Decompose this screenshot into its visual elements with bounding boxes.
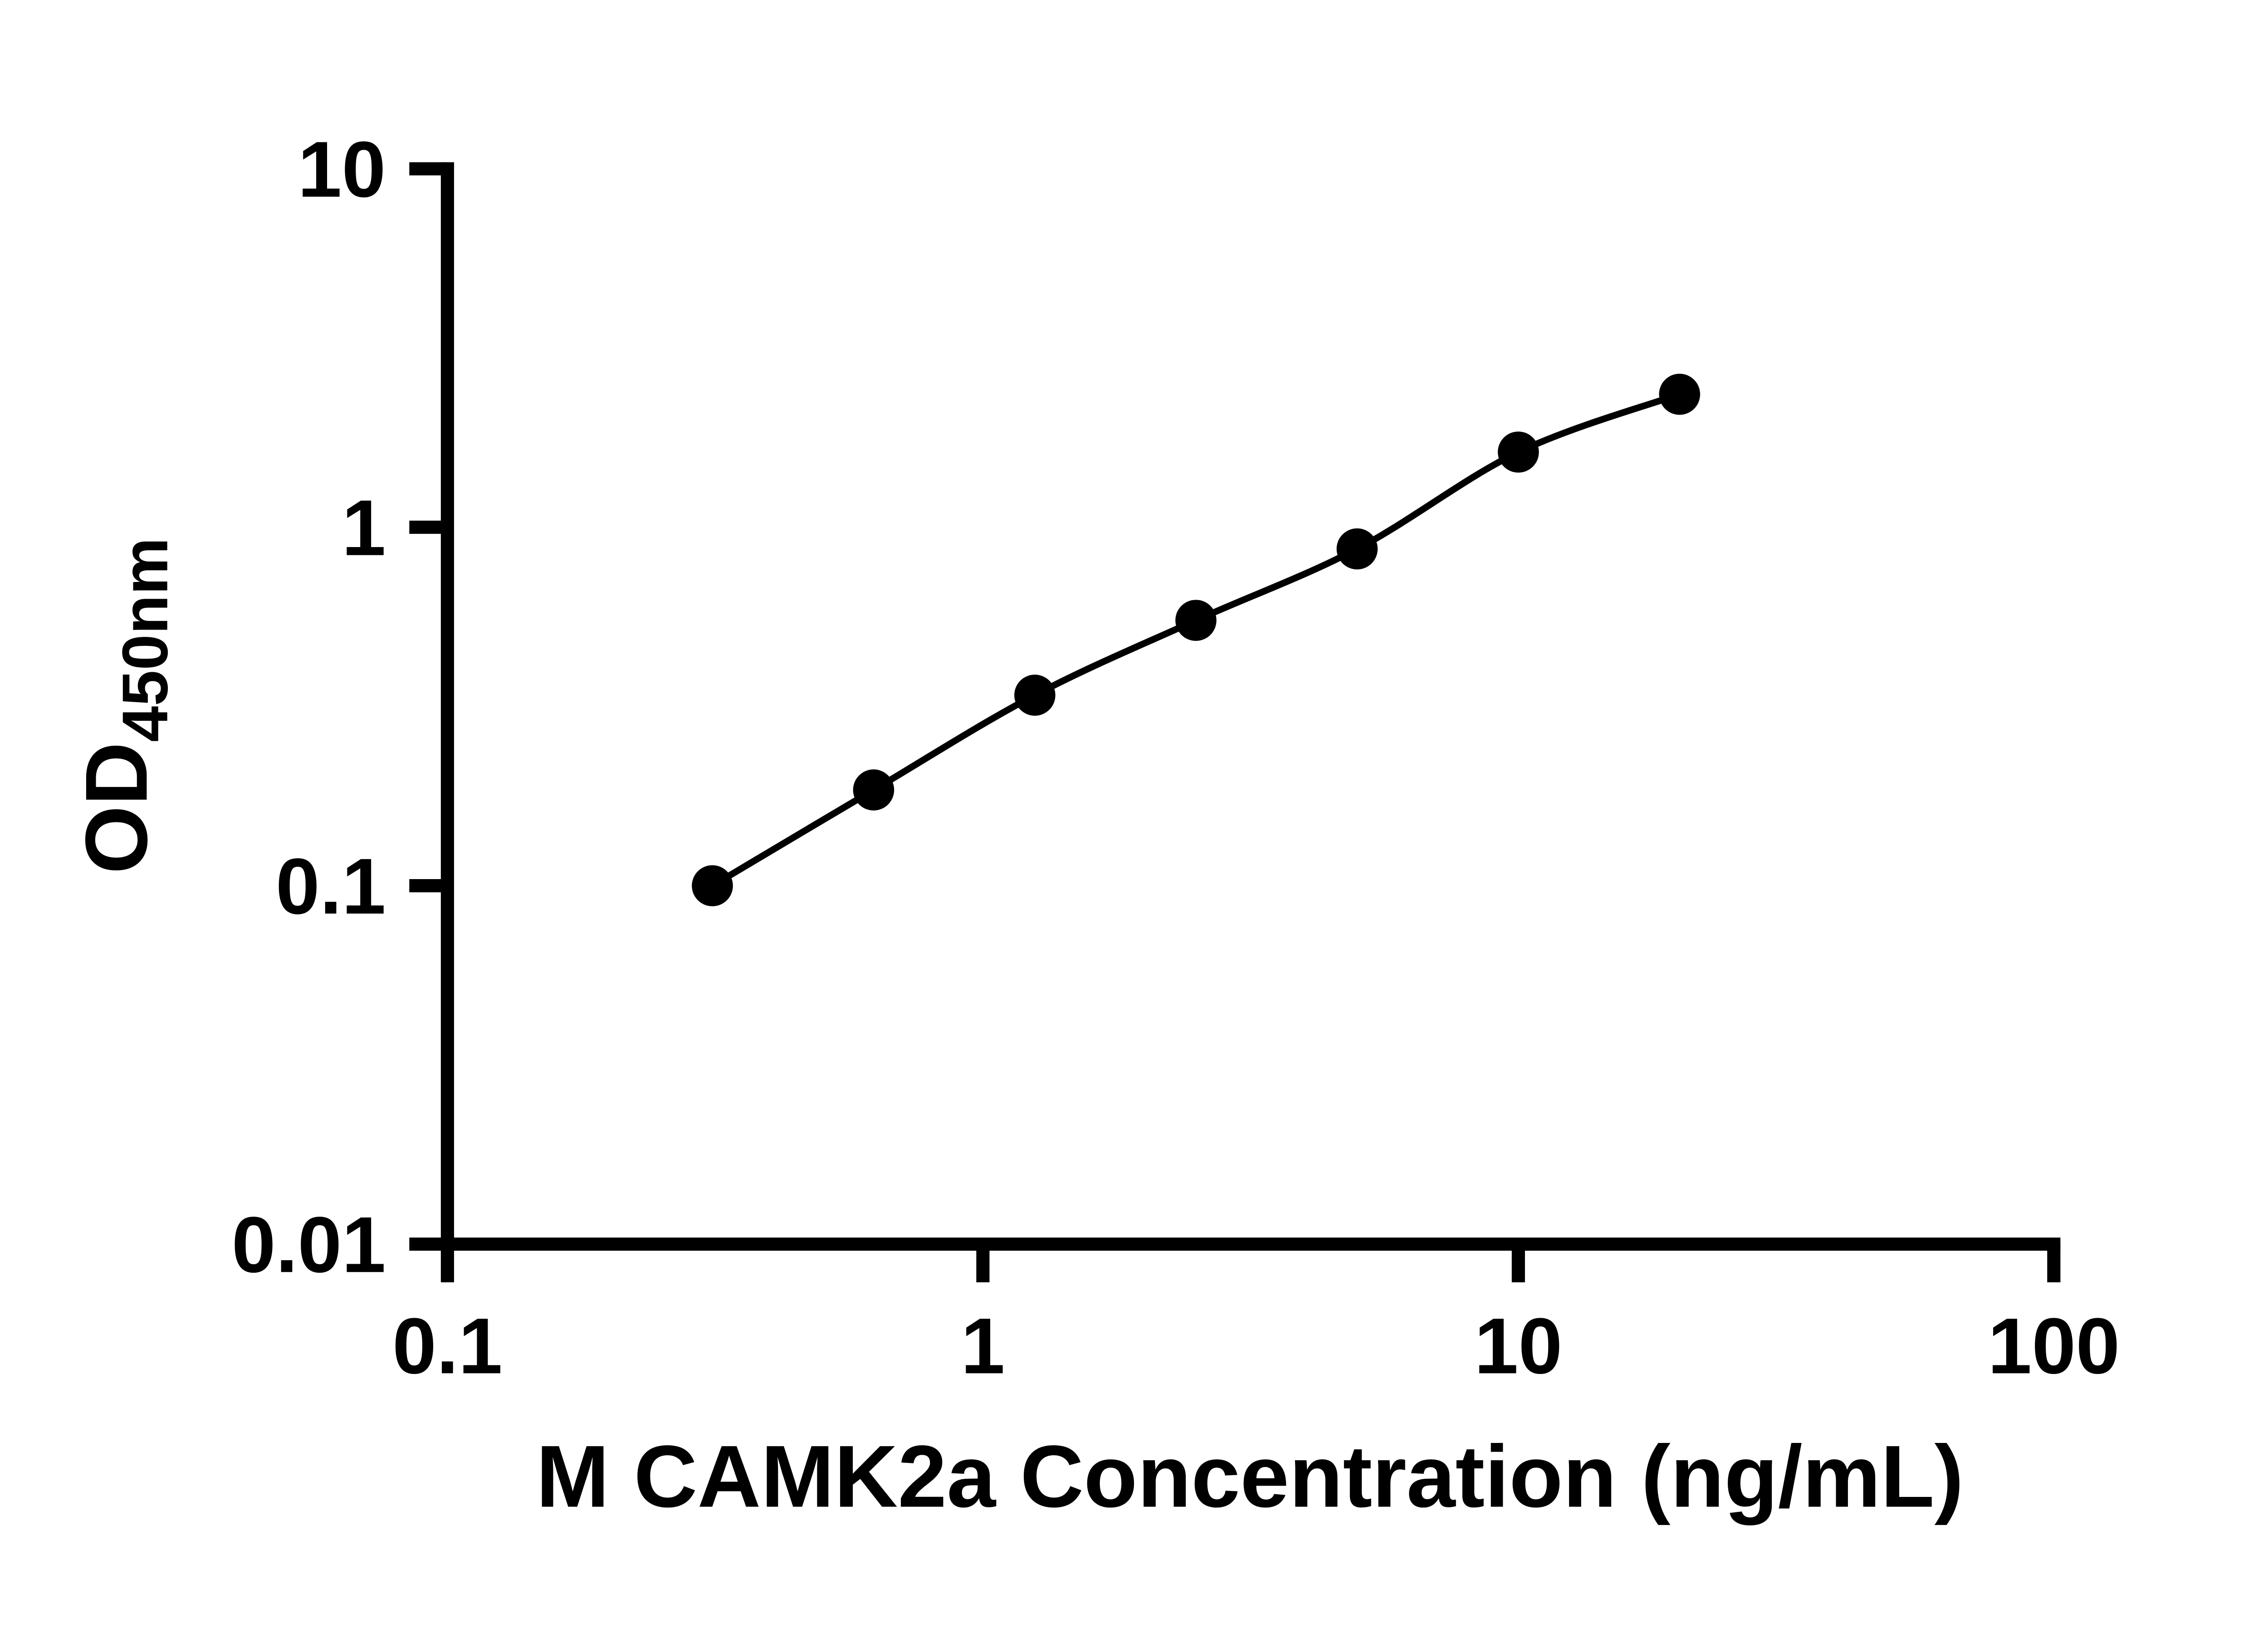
x-tick-label: 1 — [961, 1302, 1005, 1390]
y-axis-title: OD450nm — [67, 538, 181, 874]
data-point-marker — [1014, 675, 1056, 716]
y-tick-label: 0.01 — [232, 1201, 386, 1289]
data-point-marker — [1175, 600, 1217, 641]
data-point-marker — [1498, 431, 1539, 473]
y-tick-label: 1 — [342, 484, 386, 572]
y-tick-label: 0.1 — [276, 842, 386, 931]
y-axis-title-sub: 450nm — [109, 538, 181, 742]
x-tick-label: 0.1 — [392, 1302, 503, 1390]
data-point-marker — [853, 769, 894, 811]
y-tick-label: 10 — [298, 126, 386, 214]
y-axis-title-main: OD — [67, 742, 166, 874]
data-point-marker — [1659, 373, 1701, 415]
x-tick-label: 10 — [1474, 1302, 1562, 1390]
data-point-marker — [692, 865, 733, 906]
x-axis-title: M CAMK2a Concentration (ng/mL) — [536, 1428, 1964, 1526]
x-tick-label: 100 — [1988, 1302, 2120, 1390]
data-point-marker — [1336, 528, 1378, 570]
